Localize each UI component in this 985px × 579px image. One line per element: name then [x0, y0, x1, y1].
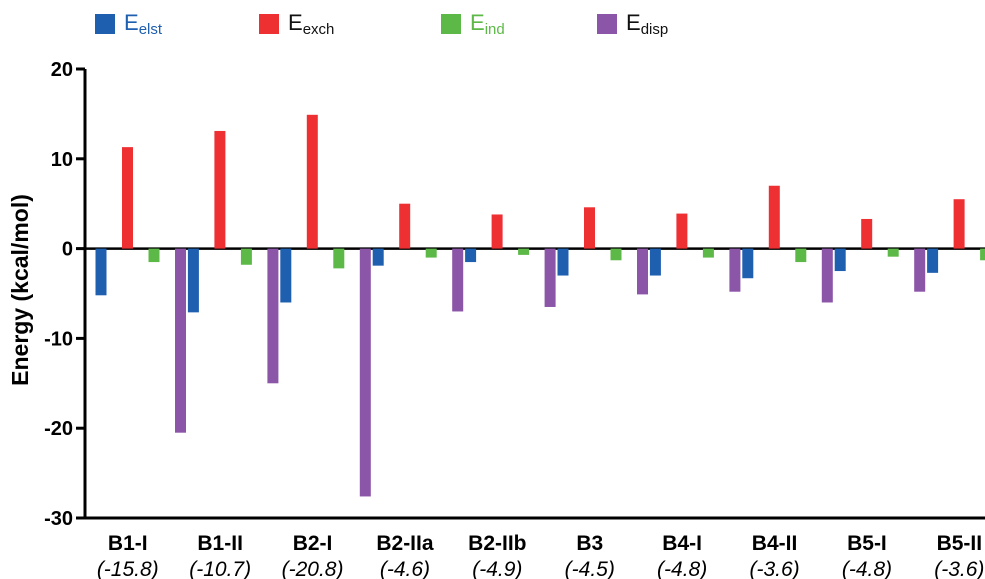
- bar-exch: [491, 214, 503, 249]
- category-total-label: (-4.8): [657, 558, 707, 579]
- bar-exch: [768, 185, 780, 249]
- legend-label-ind: Eind: [470, 10, 505, 38]
- category-total-label: (-20.8): [282, 558, 344, 579]
- y-tick-label: 0: [62, 239, 73, 261]
- bar-disp: [914, 248, 926, 292]
- bar-exch: [399, 203, 411, 249]
- bar-disp: [821, 248, 833, 303]
- bar-exch: [214, 130, 226, 249]
- bar-exch: [584, 207, 595, 249]
- category-label: B5-II: [937, 532, 983, 555]
- category-total-label: (-4.9): [472, 558, 522, 579]
- bar-elst: [465, 248, 477, 263]
- legend-label-disp: Edisp: [626, 10, 669, 38]
- bar-ind: [702, 248, 714, 258]
- bar-disp: [267, 248, 279, 384]
- category-total-label: (-4.6): [380, 558, 430, 579]
- category-label: B1-I: [108, 532, 148, 555]
- bar-disp: [175, 248, 186, 433]
- bar-elst: [742, 248, 754, 279]
- bar-elst: [95, 248, 107, 296]
- bar-elst: [372, 248, 384, 266]
- legend-swatch-ind: [441, 14, 461, 34]
- legend-swatch-disp: [597, 14, 617, 34]
- legend-item-ind: Eind: [441, 10, 505, 38]
- legend-label-exch: Eexch: [288, 10, 335, 38]
- category-total-label: (-3.6): [749, 558, 799, 579]
- bar-elst: [280, 248, 292, 303]
- bar-exch: [306, 114, 318, 249]
- category-label: B1-II: [197, 532, 243, 555]
- bar-disp: [452, 248, 464, 312]
- legend-item-exch: Eexch: [259, 10, 334, 38]
- legend-swatch-elst: [95, 14, 115, 34]
- bar-disp: [359, 248, 371, 497]
- bar-elst: [834, 248, 846, 272]
- legend-label-elst: Eelst: [124, 10, 163, 38]
- bar-disp: [637, 248, 648, 295]
- bar-ind: [795, 248, 807, 263]
- legend-item-elst: Eelst: [95, 10, 162, 38]
- category-label: B4-II: [752, 532, 798, 555]
- bar-exch: [861, 218, 873, 249]
- category-labels: B1-I (-15.8) B1-II (-10.7) B2-I (-20.8) B2-IIa…: [97, 532, 985, 579]
- bar-elst: [927, 248, 939, 273]
- y-tick-label: -30: [44, 508, 73, 530]
- y-tick-label: 20: [51, 59, 73, 81]
- bar-ind: [518, 248, 530, 255]
- bar-ind: [425, 248, 437, 258]
- category-label: B3: [576, 532, 603, 555]
- bar-exch: [676, 213, 688, 249]
- bar-ind: [887, 248, 899, 257]
- y-tick-label: -10: [44, 328, 73, 350]
- bar-ind: [333, 248, 345, 269]
- category-total-label: (-15.8): [97, 558, 159, 579]
- legend-item-disp: Edisp: [597, 10, 668, 38]
- bar-ind: [240, 248, 252, 265]
- category-label: B4-I: [662, 532, 702, 555]
- bar-elst: [649, 248, 661, 276]
- bar-ind: [148, 248, 160, 263]
- category-label: B5-I: [847, 532, 887, 555]
- category-label: B2-I: [293, 532, 333, 555]
- bar-exch: [122, 147, 133, 249]
- category-total-label: (-10.7): [189, 558, 251, 579]
- category-label: B2-IIa: [376, 532, 434, 555]
- bar-disp: [544, 248, 556, 307]
- bars-group: [95, 114, 985, 497]
- y-tick-label: -20: [44, 418, 73, 440]
- category-label: B2-IIb: [468, 532, 526, 555]
- category-total-label: (-4.8): [842, 558, 892, 579]
- y-tick-label: 10: [51, 149, 73, 171]
- bar-ind: [610, 248, 622, 261]
- category-total-label: (-3.6): [934, 558, 984, 579]
- bar-elst: [557, 248, 569, 276]
- y-axis-label: Energy (kcal/mol): [7, 194, 33, 386]
- legend-swatch-exch: [259, 14, 279, 34]
- bar-disp: [729, 248, 741, 292]
- category-total-label: (-4.5): [565, 558, 615, 579]
- bar-ind: [980, 248, 985, 261]
- bar-elst: [187, 248, 199, 313]
- bar-exch: [953, 199, 965, 249]
